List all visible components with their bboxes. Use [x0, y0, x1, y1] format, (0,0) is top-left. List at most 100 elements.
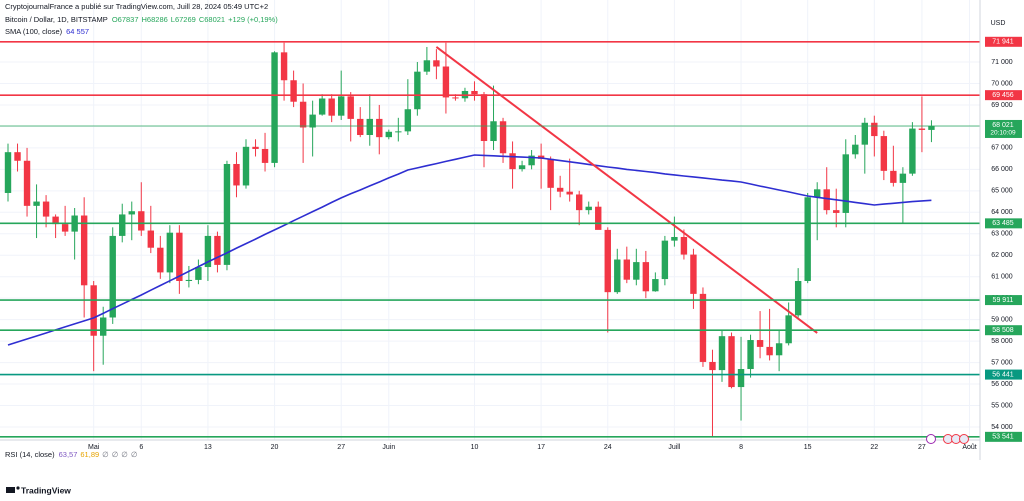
candle-body [52, 216, 59, 225]
y-tick-label: 66 000 [991, 166, 1013, 173]
candle-body [280, 52, 288, 81]
candle-body [157, 247, 164, 273]
candle-body [328, 98, 335, 116]
level-tag [985, 36, 1022, 47]
symbol: Bitcoin / Dollar, 1D, BITSTAMP [5, 15, 108, 24]
rsi-legend: RSI (14, close) 63,57 61,89 ∅ ∅ ∅ ∅ [5, 450, 137, 459]
candle-body [80, 215, 88, 286]
plot [0, 41, 980, 438]
candle-body [23, 160, 31, 206]
sma-legend: SMA (100, close) 64 557 [5, 27, 89, 36]
level-tag [985, 90, 1022, 101]
candle-body [338, 96, 345, 116]
candle-body [138, 211, 145, 231]
candle-body [414, 71, 421, 110]
logo-mark [16, 486, 20, 490]
candle-body [395, 131, 402, 133]
candle-body [576, 194, 583, 211]
candle-body [928, 125, 935, 130]
candle-body [499, 121, 507, 154]
x-tick-label: 20 [271, 444, 279, 451]
x-tick-label: 22 [870, 444, 878, 451]
x-tick-label: 8 [739, 444, 743, 451]
rsi-label: RSI (14, close) [5, 450, 55, 459]
grid [0, 0, 980, 440]
candle-body [490, 121, 497, 142]
y-tick-label: 57 000 [991, 359, 1013, 366]
rsi-value: ∅ [102, 450, 109, 459]
candle-body [309, 114, 316, 128]
candle-body [899, 173, 907, 183]
candle-body [128, 211, 135, 215]
candle-body [299, 101, 307, 128]
level-tag [985, 218, 1022, 229]
candle-body [204, 235, 212, 268]
candle-body [385, 131, 392, 138]
candle-body [271, 52, 278, 163]
candle-body [509, 153, 516, 170]
candle-body [547, 158, 554, 188]
ohlc-high: H68286 [142, 15, 168, 24]
candle-body [775, 343, 783, 356]
level-tag [985, 295, 1022, 306]
candle-body [918, 128, 926, 130]
candle-body [4, 152, 12, 193]
candle-body [690, 254, 697, 294]
candle-body [109, 235, 116, 318]
candle-body [718, 336, 726, 371]
candle-body [261, 148, 269, 163]
candle-body [471, 90, 478, 95]
rsi-value: 63,57 [59, 450, 78, 459]
candle-body [804, 197, 811, 281]
x-tick-label: 13 [204, 444, 212, 451]
candle-body [756, 340, 764, 347]
y-tick-label: 67 000 [991, 145, 1013, 152]
icon [959, 434, 969, 444]
x-tick-label: 24 [604, 444, 612, 451]
level-label: 59 911 [993, 297, 1014, 304]
candle-body [318, 98, 326, 115]
y-tick-label: 56 000 [991, 381, 1013, 388]
x-tick-label: 10 [471, 444, 479, 451]
last-price-label: 68 021 [992, 122, 1014, 129]
candle-body [871, 122, 878, 137]
candle-body [890, 170, 897, 183]
y-tick-label: 54 000 [991, 424, 1013, 431]
candle-body [728, 336, 735, 388]
ohlc-close: C68021 [199, 15, 225, 24]
candle-body [604, 229, 611, 293]
candle-body [452, 97, 459, 99]
candle-body [185, 279, 193, 281]
candle-body [404, 109, 412, 132]
y-tick-label: 58 000 [991, 338, 1013, 345]
level-tag [985, 369, 1022, 380]
x-tick-label: Mai [88, 444, 100, 451]
level-label: 53 541 [992, 434, 1014, 441]
y-tick-label: 65 000 [991, 188, 1013, 195]
candle-body [614, 259, 621, 293]
candle-body [166, 232, 174, 273]
x-tick-label: Juin [382, 444, 395, 451]
x-tick-label: 17 [537, 444, 545, 451]
brand: TradingView [21, 485, 71, 495]
candle-body [747, 340, 754, 370]
level-tag [985, 325, 1022, 336]
candle-body [480, 94, 488, 142]
rsi-value: 61,89 [80, 450, 99, 459]
level-label: 71 941 [992, 39, 1014, 46]
x-tick-label: 15 [804, 444, 812, 451]
x-tick-label: 27 [337, 444, 345, 451]
level-label: 58 508 [992, 327, 1014, 334]
rsi-value: ∅ [121, 450, 128, 459]
candle-body [680, 236, 688, 255]
x-tick-label: 6 [139, 444, 143, 451]
x-tick-label: 27 [918, 444, 926, 451]
candle-body [842, 154, 849, 213]
candle-body [366, 118, 373, 136]
y-tick-label: 59 000 [991, 316, 1013, 323]
y-tick-label: 70 000 [991, 80, 1013, 87]
ohlc-change: +129 (+0,19%) [228, 15, 278, 24]
